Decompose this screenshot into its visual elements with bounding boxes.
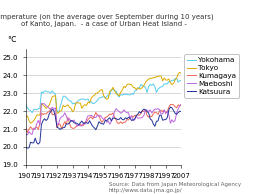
Maeboshi (136, 117, 139, 119)
Line: Kumagaya: Kumagaya (26, 104, 181, 132)
Maeboshi (121, 111, 124, 113)
Text: Source: Data from Japan Meteorological Agency
http://www.data.jma.go.jp/: Source: Data from Japan Meteorological A… (109, 182, 241, 193)
Tokyo (29, 122, 32, 124)
Katsuura (37, 143, 40, 145)
Maeboshi (26, 134, 29, 136)
Tokyo (97, 91, 100, 93)
Katsuura (119, 116, 122, 119)
Yokohama (180, 79, 183, 81)
Tokyo (37, 114, 40, 116)
Text: Temperature (on the average over September during 10 years)
of Kanto, Japan.  - : Temperature (on the average over Septemb… (0, 14, 214, 27)
Yokohama (65, 96, 68, 99)
Tokyo (65, 105, 68, 107)
Katsuura (24, 146, 27, 148)
Kumagaya (135, 114, 138, 117)
Maeboshi (37, 119, 40, 122)
Yokohama (37, 107, 40, 110)
Katsuura (180, 110, 183, 113)
Katsuura (169, 106, 172, 108)
Line: Maeboshi: Maeboshi (26, 104, 181, 135)
Line: Tokyo: Tokyo (26, 72, 181, 123)
Yokohama (97, 97, 100, 99)
Maeboshi (24, 133, 27, 135)
Kumagaya (170, 103, 174, 106)
Yokohama (24, 104, 27, 106)
Yokohama (31, 112, 34, 114)
Katsuura (97, 120, 100, 123)
Tokyo (178, 71, 181, 74)
Kumagaya (26, 131, 29, 133)
Maeboshi (40, 102, 43, 105)
Maeboshi (144, 108, 147, 111)
Kumagaya (97, 114, 100, 116)
Katsuura (26, 147, 29, 149)
Text: ℃: ℃ (8, 35, 16, 44)
Yokohama (119, 94, 122, 96)
Tokyo (142, 84, 146, 87)
Kumagaya (37, 128, 40, 131)
Kumagaya (180, 103, 183, 106)
Tokyo (24, 116, 27, 118)
Kumagaya (142, 110, 146, 113)
Yokohama (135, 89, 138, 92)
Line: Yokohama: Yokohama (26, 78, 181, 113)
Katsuura (142, 108, 146, 110)
Kumagaya (24, 127, 27, 129)
Maeboshi (180, 103, 183, 105)
Katsuura (135, 115, 138, 117)
Katsuura (65, 123, 68, 125)
Tokyo (135, 88, 138, 91)
Kumagaya (119, 121, 122, 123)
Maeboshi (99, 114, 102, 117)
Yokohama (142, 85, 146, 87)
Line: Katsuura: Katsuura (26, 107, 181, 148)
Maeboshi (66, 120, 69, 122)
Kumagaya (65, 123, 68, 126)
Legend: Yokohama, Tokyo, Kumagaya, Maeboshi, Katsuura: Yokohama, Tokyo, Kumagaya, Maeboshi, Kat… (184, 54, 239, 98)
Tokyo (180, 72, 183, 75)
Yokohama (175, 77, 178, 79)
Tokyo (119, 91, 122, 94)
